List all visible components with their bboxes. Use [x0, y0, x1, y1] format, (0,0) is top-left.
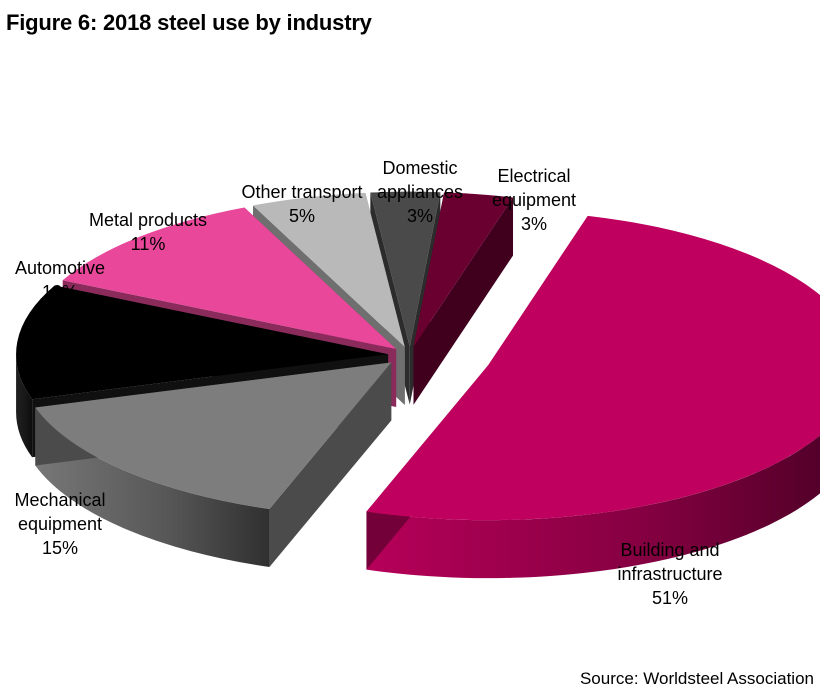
slice-label: Electrical equipment 3%: [492, 164, 576, 236]
slice-label-name: Electrical: [497, 166, 571, 186]
slice-building-and-infrastructure: [366, 215, 820, 521]
slice-label-name: equipment: [17, 514, 103, 534]
slice-label-value: 3%: [520, 214, 547, 234]
slice-automotive: [16, 285, 389, 400]
slice-label-name: Building and: [620, 540, 720, 560]
slice-label: Other transport 5%: [241, 180, 362, 228]
slice-label: Mechanical equipment 15%: [14, 488, 105, 560]
slice-electrical-equipment: [413, 192, 514, 347]
slice-label-name: Automotive: [14, 258, 106, 278]
slice-label: Automotive 12%: [15, 256, 105, 304]
slice-label-name: Mechanical: [14, 490, 106, 510]
slice-label-name: Other transport: [241, 182, 363, 202]
slice-label-value: 5%: [288, 206, 315, 226]
chart-title: Figure 6: 2018 steel use by industry: [6, 10, 372, 35]
slice-other-transport: [252, 192, 405, 347]
slice-metal-products: [62, 207, 397, 349]
slice-label-value: 3%: [406, 206, 433, 226]
slice-label-value: 15%: [41, 538, 79, 558]
slice-label: Building and infrastructure 51%: [617, 538, 722, 610]
slice-label-name: infrastructure: [617, 564, 723, 584]
slice-label-value: 12%: [41, 282, 79, 302]
slice-side-building-and-infrastructure: [366, 435, 820, 579]
slice-mechanical-equipment: [35, 362, 392, 509]
slice-edge-electrical-equipment: [413, 197, 514, 405]
slice-label-value: 11%: [130, 234, 166, 254]
slice-side-mechanical-equipment: [35, 407, 270, 567]
slice-label-name: Metal products: [88, 210, 208, 230]
slice-label: Metal products 11%: [89, 208, 207, 256]
pie-tops: [16, 191, 820, 521]
slice-label-name: equipment: [491, 190, 577, 210]
slice-label: Domestic appliances 3%: [377, 156, 463, 228]
slice-label-name: appliances: [376, 182, 464, 202]
slice-side-automotive: [16, 354, 33, 458]
source-note: Source: Worldsteel Association: [579, 669, 814, 688]
slice-label-value: 51%: [651, 588, 689, 608]
slice-label-name: Domestic: [382, 158, 458, 178]
slice-domestic-appliances: [370, 191, 441, 347]
